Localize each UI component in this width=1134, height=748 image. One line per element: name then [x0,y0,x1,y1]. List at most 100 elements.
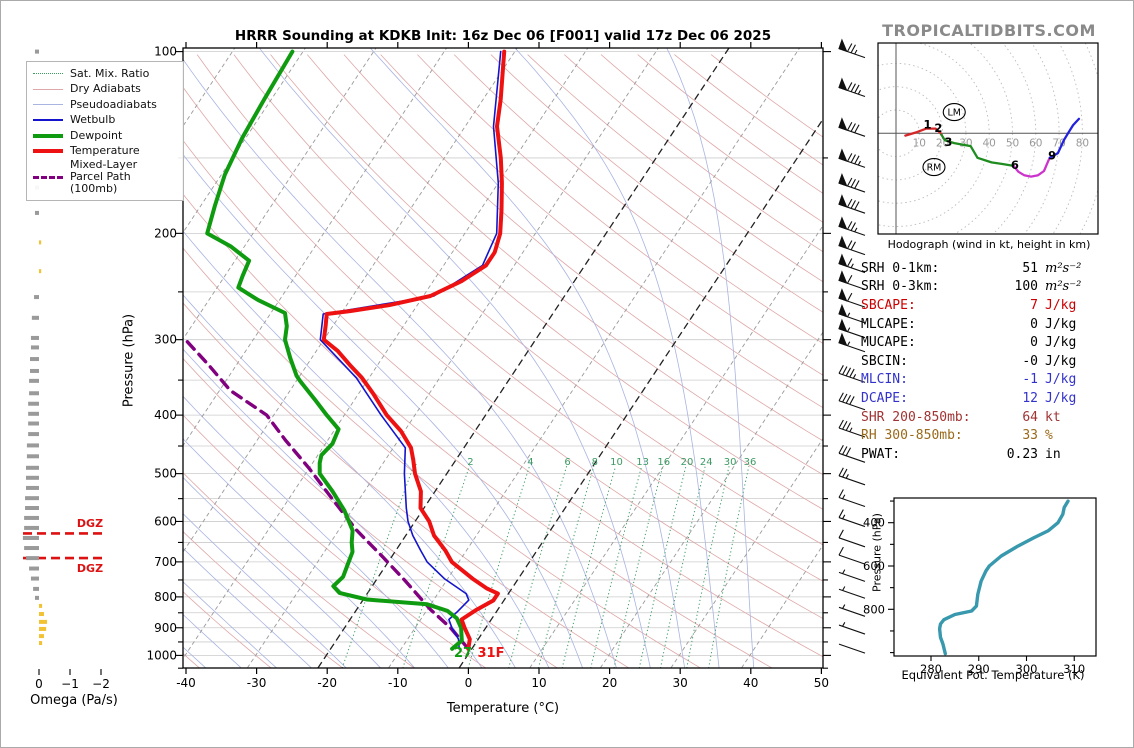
stat-value: 7 [1030,297,1038,313]
skewt-frame [182,47,824,669]
omega-bar [26,443,39,448]
stat-label: MLCAPE: [861,316,916,332]
theta-e-x-tick: 310 [1063,662,1085,676]
stat-row-mlcape: MLCAPE: 0 J/kg [861,315,1107,334]
theta-e-y-tick: 600 [863,559,885,573]
stat-row-pwat: PWAT: 0.23 in [861,445,1107,464]
omega-bar [39,626,47,631]
stat-unit: in [1045,446,1061,462]
theta-e-frame [893,497,1097,657]
omega-bar [34,49,39,54]
omega-bar [29,391,39,396]
omega-bar [22,535,39,540]
hodograph-ring-label: 10 [913,137,926,149]
stat-value: -1 [1022,372,1038,388]
wind-barb-column [838,38,866,654]
mixing-ratio-label: 2 [467,457,473,468]
pressure-tick-label: 600 [154,514,177,528]
omega-bar [25,505,39,510]
mixing-ratio-label: 8 [592,457,598,468]
stats-panel: SRH 0-1km: 51 m²s⁻² SRH 0-3km: 100 m²s⁻² SBCAP… [861,259,1107,464]
mixing-ratio-label: 36 [744,457,757,468]
stat-row-srh-0-3km: SRH 0-3km: 100 m²s⁻² [861,278,1107,297]
stat-row-mlcin: MLCIN: -1 J/kg [861,371,1107,390]
omega-tick-label: −1 [61,677,79,691]
theta-e-pressure-label: Pressure (hPa) [870,513,884,592]
stat-row-sbcape: SBCAPE: 7 J/kg [861,296,1107,315]
legend: Sat. Mix. Ratio Dry Adiabats Pseudoadiabat… [26,61,184,201]
stat-unit: % [1045,428,1053,444]
stat-row-shr-200-850mb: SHR 200-850mb: 64 kt [861,408,1107,427]
temp-tick-label: 20 [602,676,617,690]
skewt-plot-area: 1 2 4 6 8 10 13 16 20 24 30 36 [183,48,823,668]
omega-bar [39,641,43,646]
stat-value: 12 [1022,390,1038,406]
theta-e-x-tick: 280 [920,662,942,676]
omega-bar [30,335,39,340]
omega-bar [39,619,48,624]
legend-item: Temperature [33,144,177,160]
stat-label: SHR 200-850mb: [861,409,971,425]
hodograph-height-label: 6 [1011,158,1019,172]
page-title: HRRR Sounding at KDKB Init: 16z Dec 06 [… [234,28,772,44]
stat-unit: m²s⁻² [1045,279,1082,295]
hodograph-ring-label: 50 [1006,137,1019,149]
stat-unit: J/kg [1045,372,1077,388]
omega-bar [39,240,42,245]
legend-label: Wetbulb [70,113,116,127]
surface-temperature-label: 31F [477,646,505,661]
hodograph-height-label: 2 [934,121,942,135]
stat-label: SBCIN: [861,353,908,369]
hodograph-height-label: 3 [944,135,952,149]
y-axis-label: Pressure (hPa) [121,313,137,408]
omega-bar [25,556,39,561]
temp-tick-label: 0 [465,676,473,690]
stat-label: SRH 0-1km: [861,260,940,276]
temp-tick-label: 50 [814,676,829,690]
hodograph-frame [877,42,1099,235]
omega-axis-label: Omega (Pa/s) [30,693,118,708]
temp-tick-label: -10 [388,676,408,690]
legend-label: Dewpoint [70,128,123,142]
omega-bar [25,496,39,501]
legend-swatch-solid [33,149,63,154]
omega-bar [34,210,39,215]
stat-label: MLCIN: [861,372,908,388]
theta-e-y-tick: 400 [863,516,885,530]
pressure-tick-label: 800 [154,590,177,604]
stat-label: SBCAPE: [861,297,916,313]
temp-tick-label: -40 [176,676,196,690]
legend-swatch-solid [33,133,63,138]
legend-item: Pseudoadiabats [33,97,177,113]
hodograph-trace-segment [1012,156,1051,178]
dgz-label-bottom: DGZ [76,562,104,575]
legend-label: Pseudoadiabats [70,97,157,111]
theta-e-curve [937,499,1070,656]
legend-item: Dry Adiabats [33,82,177,98]
pressure-tick-label: 200 [154,226,177,240]
storm-motion-label: RM [927,163,942,174]
stat-row-rh-300-850mb: RH 300-850mb: 33% [861,426,1107,445]
omega-bar [25,485,39,490]
temp-tick-label: 10 [531,676,546,690]
pressure-tick-label: 1000 [146,648,177,662]
stat-value: -0 [1022,353,1038,369]
legend-item: Sat. Mix. Ratio [33,66,177,82]
omega-bar [30,368,39,373]
omega-bar [28,411,39,416]
hodograph-ring-label: 70 [1052,137,1065,149]
stat-value: 64 [1022,409,1038,425]
temp-tick-label: -20 [317,676,337,690]
omega-bar [28,401,39,406]
stat-unit: J/kg [1045,335,1077,351]
theta-e-x-tick: 290 [968,662,990,676]
storm-motion-label: LM [948,108,962,119]
storm-motion-marker [942,103,966,122]
omega-bar [30,576,39,581]
hodograph-trace-segment [1048,117,1081,159]
legend-label: Sat. Mix. Ratio [70,66,150,80]
legend-swatch-dotted [33,73,63,75]
